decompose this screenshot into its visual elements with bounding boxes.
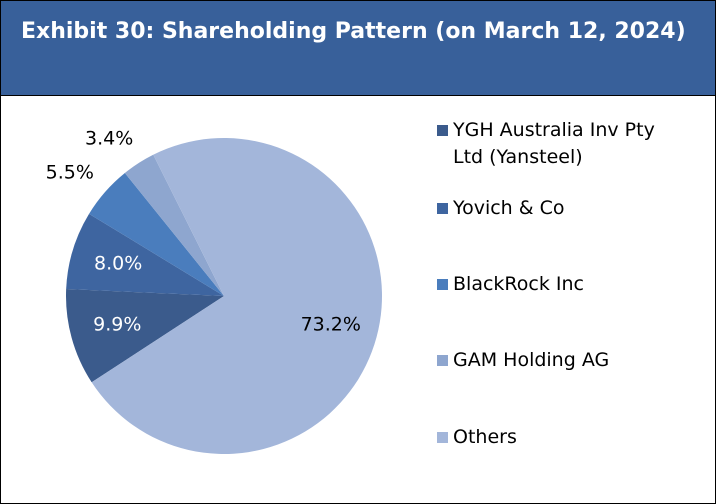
legend-label: Yovich & Co	[453, 197, 565, 219]
pie-slice	[124, 154, 224, 296]
legend-label: Others	[453, 426, 517, 448]
pie-slice	[66, 288, 224, 383]
data-label: 3.4%	[85, 128, 133, 150]
legend-item: YGH Australia Inv Pty Ltd (Yansteel)	[437, 117, 707, 171]
legend-item: BlackRock Inc	[437, 271, 707, 298]
legend-label: BlackRock Inc	[453, 273, 584, 295]
header: Exhibit 30: Shareholding Pattern (on Mar…	[1, 1, 715, 96]
data-label: 9.9%	[93, 314, 141, 336]
legend-swatch	[437, 432, 448, 443]
legend-item: Yovich & Co	[437, 195, 707, 222]
legend-swatch	[437, 203, 448, 214]
legend-label: GAM Holding AG	[453, 349, 610, 371]
pie-slice	[91, 138, 382, 455]
legend-item: GAM Holding AG	[437, 347, 707, 374]
legend-label: YGH Australia Inv Pty Ltd (Yansteel)	[453, 119, 655, 168]
pie-slice	[89, 172, 224, 296]
legend-swatch	[437, 355, 448, 366]
data-label: 8.0%	[94, 252, 142, 274]
legend-swatch	[437, 125, 448, 136]
legend-swatch	[437, 279, 448, 290]
pie-slice	[66, 213, 224, 296]
legend-item: Others	[437, 424, 707, 451]
data-label: 5.5%	[46, 162, 94, 184]
data-label: 73.2%	[301, 313, 361, 335]
chart-title: Exhibit 30: Shareholding Pattern (on Mar…	[21, 19, 686, 44]
